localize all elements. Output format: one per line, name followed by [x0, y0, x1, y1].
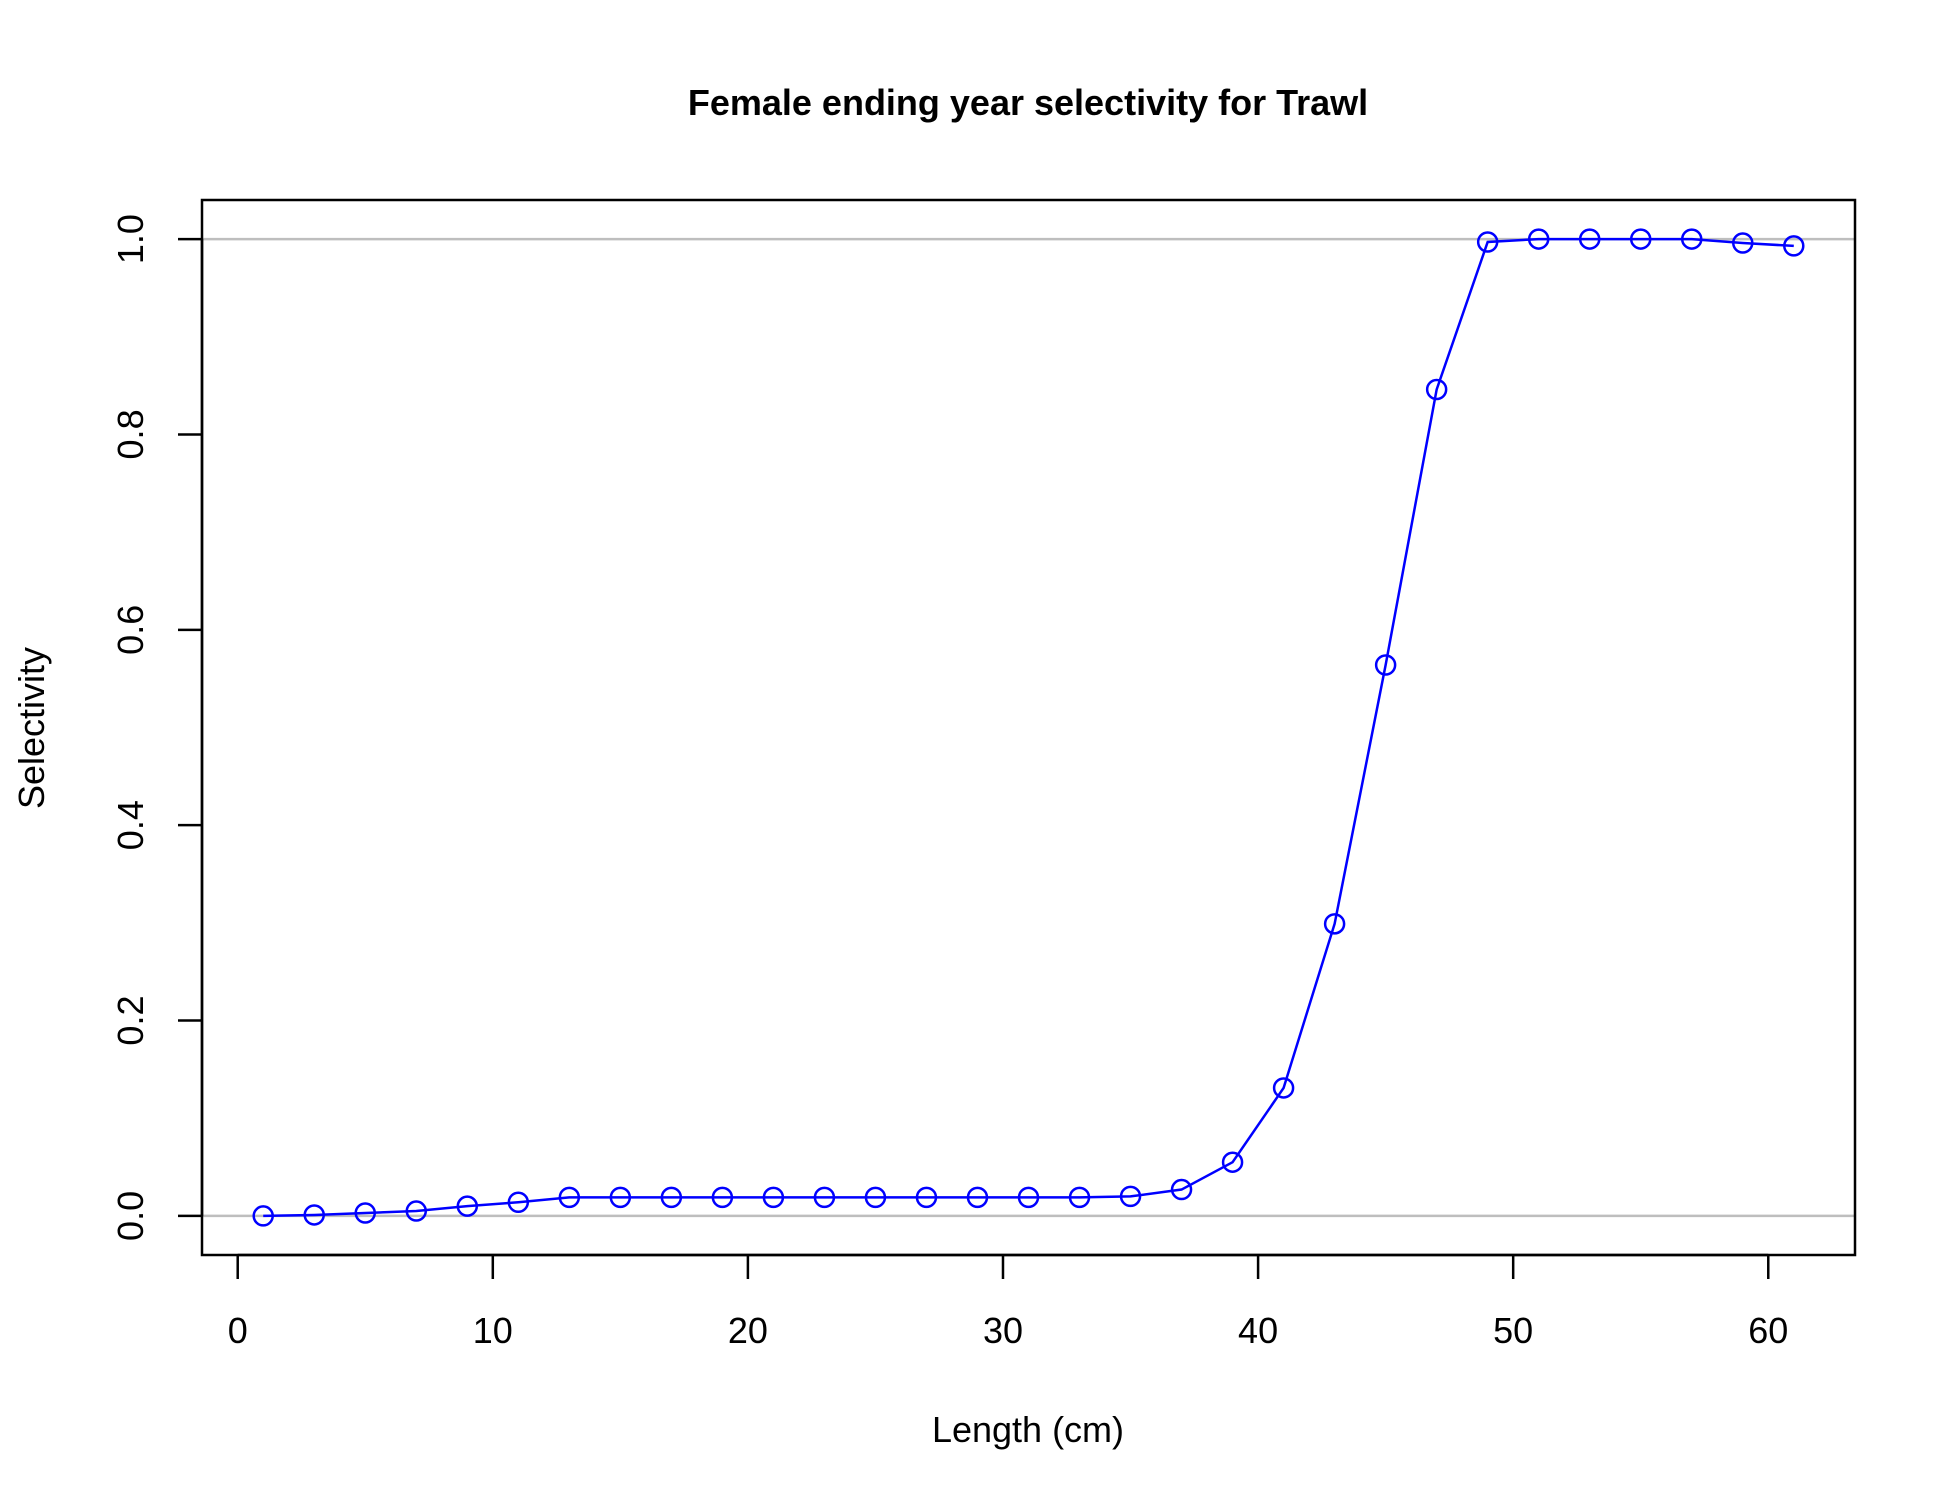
data-point: [711, 1186, 734, 1209]
data-point: [1068, 1186, 1091, 1209]
data-point: [1017, 1186, 1040, 1209]
series-line: [263, 237, 1794, 1218]
data-point: [609, 1186, 632, 1209]
data-point: [405, 1200, 428, 1222]
y-tick-label: 1.0: [110, 214, 151, 264]
series-layer: [252, 228, 1805, 1227]
data-point: [1221, 1151, 1244, 1173]
data-point: [1476, 231, 1499, 253]
data-point: [1272, 1077, 1295, 1099]
data-point: [762, 1186, 785, 1209]
data-point: [1629, 228, 1652, 250]
x-tick-label: 0: [228, 1310, 248, 1351]
y-tick-label: 0.0: [110, 1191, 151, 1241]
data-point: [1732, 232, 1754, 254]
data-point: [456, 1195, 479, 1217]
y-tick-label: 0.8: [110, 409, 151, 459]
x-axis-label: Length (cm): [932, 1409, 1124, 1450]
x-tick-label: 30: [983, 1310, 1023, 1351]
data-point: [1119, 1185, 1142, 1208]
data-point: [1323, 913, 1346, 935]
y-axis-label: Selectivity: [11, 647, 52, 809]
x-axis: 0 10 20 30 40 50 60: [228, 1253, 1788, 1351]
data-point: [1425, 378, 1448, 401]
y-tick-label: 0.6: [110, 605, 151, 655]
data-point: [1170, 1178, 1193, 1201]
data-point: [507, 1191, 530, 1213]
reference-lines: [202, 237, 1855, 1218]
y-axis: 0.0 0.2 0.4 0.6 0.8 1.0: [110, 214, 204, 1241]
data-point: [354, 1202, 377, 1224]
data-point: [303, 1204, 325, 1226]
chart-title: Female ending year selectivity for Trawl: [688, 82, 1368, 123]
data-point: [660, 1186, 683, 1209]
x-tick-label: 40: [1238, 1310, 1278, 1351]
data-point: [252, 1205, 274, 1227]
y-tick-label: 0.4: [110, 800, 151, 850]
data-point: [813, 1186, 836, 1209]
y-tick-label: 0.2: [110, 996, 151, 1046]
data-point: [1680, 228, 1703, 250]
x-tick-label: 10: [473, 1310, 513, 1351]
plot-frame: [200, 198, 1857, 1257]
data-point: [1374, 654, 1397, 676]
data-point: [558, 1186, 581, 1209]
data-point: [966, 1186, 989, 1209]
data-point: [1578, 228, 1601, 250]
data-point: [864, 1186, 887, 1209]
x-tick-label: 50: [1493, 1310, 1533, 1351]
x-tick-label: 60: [1748, 1310, 1788, 1351]
data-point: [1527, 228, 1550, 250]
data-point: [915, 1186, 938, 1209]
data-point: [1783, 235, 1805, 257]
x-tick-label: 20: [728, 1310, 768, 1351]
